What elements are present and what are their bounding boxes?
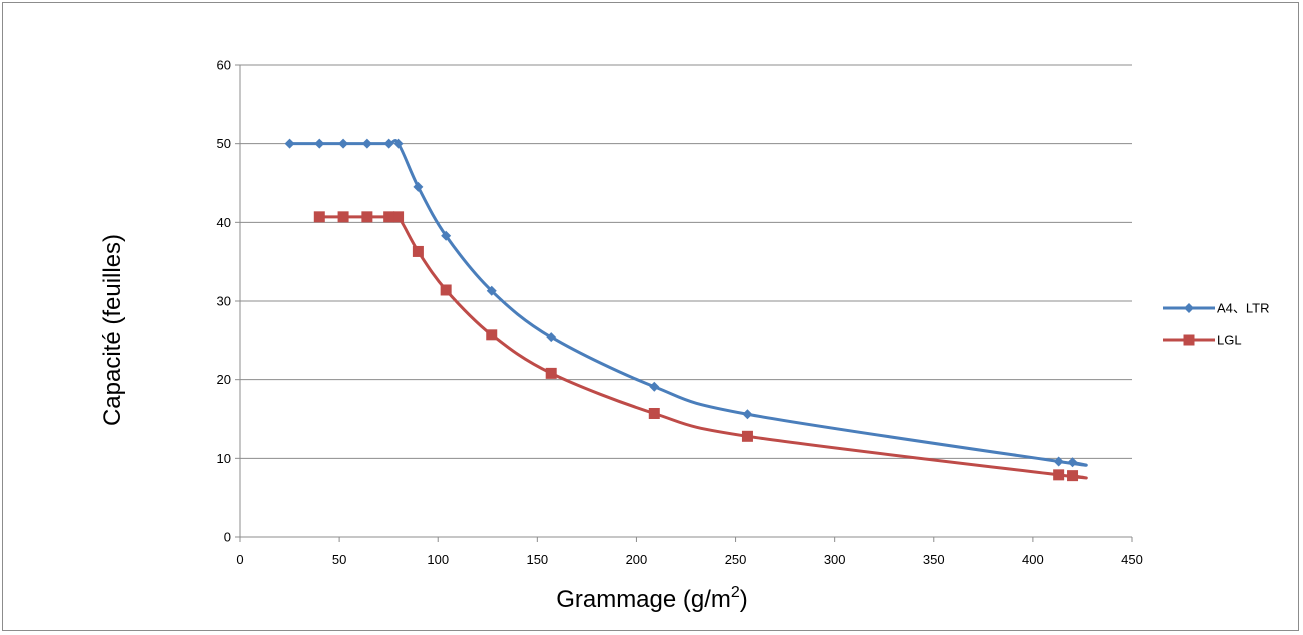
x-tick-label: 350 (923, 552, 945, 567)
data-point-square (741, 430, 753, 442)
x-tick-label: 400 (1022, 552, 1044, 567)
y-tick-labels: 0 10 20 30 40 50 60 (217, 58, 231, 545)
data-point-diamond (393, 138, 404, 149)
x-tick-label: 100 (427, 552, 449, 567)
data-point-diamond (413, 181, 424, 192)
data-point-diamond (383, 138, 394, 149)
legend: A4、LTR LGL (1163, 301, 1270, 348)
data-point-square (337, 211, 349, 223)
data-point-diamond (649, 381, 660, 392)
series-markers (284, 138, 1079, 482)
data-point-diamond (486, 285, 497, 296)
x-tick-label: 250 (725, 552, 747, 567)
x-tick-label: 50 (332, 552, 346, 567)
y-tick-label: 0 (224, 530, 231, 545)
x-axis-title: Grammage (g/m2) (556, 584, 748, 613)
legend-marker-square (1183, 334, 1195, 346)
x-tick-label: 300 (824, 552, 846, 567)
y-tick-label: 60 (217, 58, 231, 73)
data-point-square (1067, 470, 1079, 482)
series-line-1 (289, 139, 1088, 467)
data-point-diamond (314, 138, 325, 149)
data-point-diamond (441, 230, 452, 241)
data-point-square (486, 329, 498, 341)
x-tick-label: 450 (1121, 552, 1143, 567)
data-point-square (412, 245, 424, 257)
y-tick-label: 20 (217, 372, 231, 387)
data-point-square (313, 211, 325, 223)
data-point-diamond (361, 138, 372, 149)
data-point-square (440, 284, 452, 296)
data-point-square (545, 367, 557, 379)
series-line-2 (319, 212, 1088, 480)
y-tick-label: 10 (217, 451, 231, 466)
data-point-diamond (1067, 457, 1078, 468)
y-tick-label: 30 (217, 294, 231, 309)
x-axis-title-main: Grammage (g/m (556, 586, 731, 613)
data-point-square (383, 211, 395, 223)
x-tick-label: 200 (626, 552, 648, 567)
x-tick-labels: 0 50 100 150 200 250 300 350 400 450 (236, 552, 1142, 567)
legend-label: LGL (1217, 333, 1242, 348)
data-point-diamond (546, 332, 557, 343)
axes (235, 64, 1133, 542)
y-tick-label: 40 (217, 215, 231, 230)
legend-label: A4、LTR (1217, 301, 1270, 316)
data-point-square (361, 211, 373, 223)
data-point-square (648, 407, 660, 419)
series-lines (289, 139, 1088, 480)
data-point-diamond (338, 138, 349, 149)
data-point-diamond (284, 138, 295, 149)
x-tick-label: 150 (526, 552, 548, 567)
y-axis-title: Capacité (feuilles) (99, 234, 126, 426)
legend-marker-diamond (1184, 303, 1194, 313)
data-point-square (1053, 469, 1065, 481)
x-tick-label: 0 (236, 552, 243, 567)
y-tick-label: 50 (217, 136, 231, 151)
x-axis-title-suffix: ) (740, 586, 748, 613)
data-point-square (393, 211, 405, 223)
x-axis-title-sup: 2 (731, 584, 740, 601)
data-point-diamond (1053, 456, 1064, 467)
data-point-diamond (742, 409, 753, 420)
